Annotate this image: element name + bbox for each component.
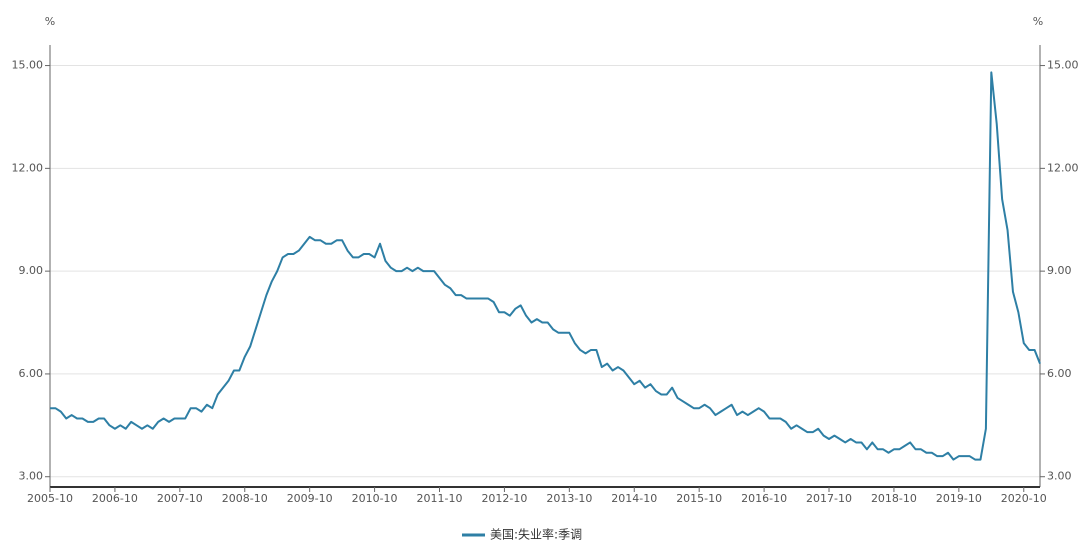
y2-tick-label: 3.00	[1047, 470, 1072, 483]
y2-tick-label: 15.00	[1047, 59, 1079, 72]
x-tick-label: 2020-10	[1001, 492, 1047, 505]
y-tick-label: 3.00	[19, 470, 44, 483]
y-tick-label: 12.00	[12, 161, 44, 174]
x-tick-label: 2016-10	[741, 492, 787, 505]
y2-tick-label: 6.00	[1047, 367, 1072, 380]
x-tick-label: 2013-10	[546, 492, 592, 505]
x-tick-label: 2012-10	[481, 492, 527, 505]
x-tick-label: 2011-10	[417, 492, 463, 505]
y2-tick-label: 9.00	[1047, 264, 1072, 277]
x-tick-label: 2009-10	[287, 492, 333, 505]
y-tick-label: 6.00	[19, 367, 44, 380]
x-tick-label: 2019-10	[936, 492, 982, 505]
x-tick-label: 2006-10	[92, 492, 138, 505]
y-tick-label: 9.00	[19, 264, 44, 277]
series-line	[50, 71, 1041, 461]
x-tick-label: 2018-10	[871, 492, 917, 505]
x-tick-label: 2007-10	[157, 492, 203, 505]
x-tick-label: 2005-10	[27, 492, 73, 505]
y2-tick-label: 12.00	[1047, 161, 1079, 174]
y2-axis-unit: %	[1033, 15, 1043, 28]
y-tick-label: 15.00	[12, 59, 44, 72]
x-tick-label: 2014-10	[611, 492, 657, 505]
x-tick-label: 2015-10	[676, 492, 722, 505]
x-tick-label: 2010-10	[352, 492, 398, 505]
x-tick-label: 2008-10	[222, 492, 268, 505]
x-tick-label: 2017-10	[806, 492, 852, 505]
y-axis-unit: %	[45, 15, 55, 28]
legend-label: 美国:失业率:季调	[490, 527, 582, 542]
